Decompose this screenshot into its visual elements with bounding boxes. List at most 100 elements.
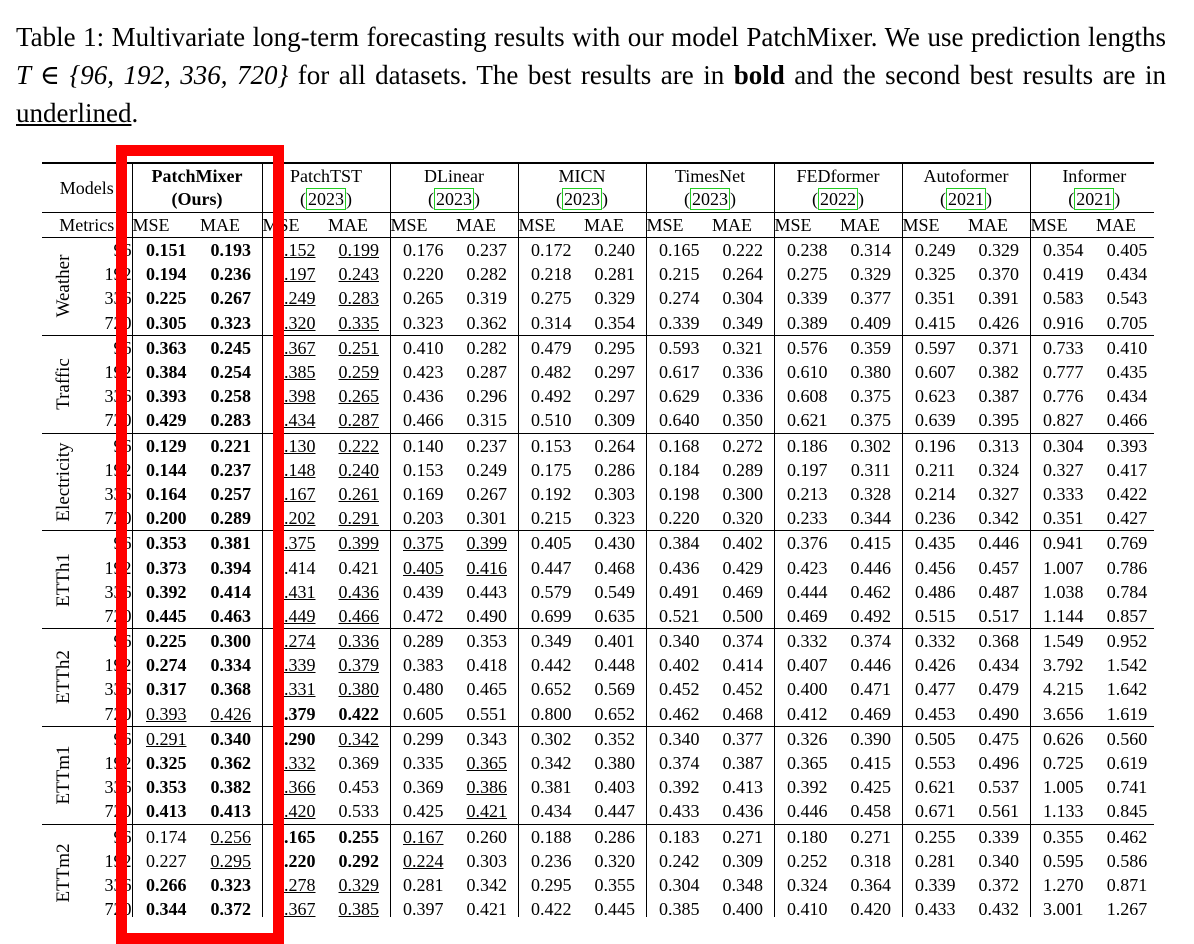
table-caption: Table 1: Multivariate long-term forecast… — [16, 18, 1166, 132]
value-cell: 0.385 — [328, 897, 390, 917]
metric-value: 0.200 — [146, 508, 187, 529]
metric-value: 0.281 — [915, 850, 956, 871]
value-cell: 0.373 — [131, 555, 200, 580]
value-cell: 0.249 — [901, 237, 969, 263]
metric-value: 0.236 — [915, 508, 956, 529]
value-cell: 0.265 — [389, 286, 456, 311]
metric-value: 0.303 — [466, 850, 508, 871]
value-cell: 0.593 — [645, 334, 712, 360]
value-cell: 0.193 — [200, 237, 262, 263]
metric-value: 0.505 — [915, 728, 956, 749]
citation-link[interactable]: 2021 — [1074, 188, 1115, 210]
metric-value: 0.607 — [915, 362, 956, 383]
metric-value: 0.249 — [466, 459, 508, 480]
citation-link[interactable]: 2023 — [562, 188, 602, 210]
value-cell: 0.129 — [131, 432, 200, 458]
metric-value: 0.430 — [594, 533, 636, 554]
value-cell: 0.245 — [200, 334, 262, 360]
citation-link[interactable]: 2023 — [306, 188, 346, 210]
metric-value: 0.415 — [850, 753, 892, 774]
metric-value: 0.321 — [722, 337, 764, 358]
metric-value: 0.871 — [1106, 874, 1148, 895]
citation-link[interactable]: 2023 — [434, 188, 474, 210]
results-table-wrapper: Models PatchMixer (Ours) PatchTST(2023) DLi… — [42, 162, 1154, 917]
metric-mse-header: MSE — [131, 212, 200, 238]
model-citation: (2023) — [684, 188, 736, 210]
value-cell: 0.323 — [389, 310, 456, 336]
metric-value: 0.332 — [275, 753, 316, 774]
value-cell: 0.255 — [328, 823, 390, 849]
value-cell: 0.318 — [840, 849, 902, 873]
metric-value: 0.339 — [978, 826, 1020, 847]
metric-value: 0.289 — [403, 631, 444, 652]
value-cell: 0.482 — [517, 359, 584, 385]
value-cell: 0.333 — [1029, 481, 1097, 507]
metric-value: 0.733 — [1043, 337, 1084, 358]
value-cell: 0.363 — [131, 334, 200, 360]
metric-value: 0.652 — [531, 679, 572, 700]
citation-link[interactable]: 2022 — [818, 188, 859, 210]
value-cell: 0.537 — [968, 775, 1030, 799]
model-name: Informer — [1062, 166, 1127, 186]
citation-link[interactable]: 2021 — [946, 188, 987, 210]
metric-value: 0.327 — [1043, 459, 1084, 480]
value-cell: 0.652 — [517, 677, 584, 702]
metric-value: 0.215 — [659, 264, 700, 285]
value-cell: 0.180 — [773, 823, 841, 849]
metric-value: 0.385 — [659, 899, 700, 917]
value-cell: 1.144 — [1029, 603, 1097, 629]
value-cell: 0.354 — [1029, 237, 1097, 263]
value-cell: 0.446 — [968, 530, 1031, 556]
value-cell: 0.433 — [901, 897, 969, 917]
value-cell: 0.434 — [261, 408, 328, 433]
value-cell: 0.215 — [645, 262, 712, 287]
metric-value: 0.237 — [466, 435, 508, 456]
metric-value: 0.315 — [466, 410, 508, 431]
value-cell: 0.371 — [968, 334, 1031, 360]
metric-value: 1.133 — [1043, 801, 1084, 822]
value-cell: 0.200 — [131, 506, 200, 531]
value-cell: 0.486 — [901, 579, 969, 604]
metric-value: 1.005 — [1043, 777, 1084, 798]
metric-value: 0.305 — [146, 312, 187, 333]
citation-link[interactable]: 2023 — [690, 188, 730, 210]
value-cell: 0.340 — [645, 628, 712, 654]
value-cell: 0.304 — [1029, 432, 1097, 458]
value-cell: 0.436 — [389, 384, 456, 409]
value-cell: 0.329 — [328, 873, 390, 897]
value-cell: 0.336 — [712, 384, 774, 408]
value-cell: 0.490 — [456, 604, 518, 629]
metric-value: 0.433 — [659, 801, 700, 822]
value-cell: 0.336 — [328, 628, 390, 654]
metric-value: 0.342 — [338, 728, 380, 749]
value-cell: 0.297 — [584, 360, 646, 384]
value-cell: 0.242 — [645, 848, 712, 873]
value-cell: 0.610 — [773, 359, 841, 385]
value-cell: 0.465 — [456, 677, 518, 701]
value-cell: 0.434 — [517, 799, 584, 824]
metric-value: 0.344 — [146, 899, 187, 917]
metric-value: 0.218 — [531, 264, 572, 285]
model-header-informer: Informer(2021) — [1029, 162, 1154, 213]
value-cell: 0.327 — [968, 482, 1030, 506]
value-cell: 0.413 — [200, 799, 262, 824]
metric-value: 0.336 — [722, 362, 764, 383]
metric-value: 0.320 — [275, 312, 316, 333]
metric-value: 0.196 — [915, 435, 956, 456]
metric-value: 0.380 — [338, 679, 380, 700]
metric-mae-header: MAE — [200, 212, 262, 238]
value-cell: 0.423 — [773, 555, 841, 580]
table-row: 336 0.266 0.323 0.278 0.329 0.281 0.342 0.295 0.… — [42, 872, 1154, 898]
metric-value: 0.245 — [210, 337, 252, 358]
value-cell: 0.300 — [200, 628, 262, 654]
metric-value: 0.385 — [275, 362, 316, 383]
metric-value: 0.393 — [146, 386, 187, 407]
metric-value: 0.379 — [338, 655, 380, 676]
metric-value: 0.384 — [659, 533, 700, 554]
metric-value: 0.453 — [338, 777, 380, 798]
metric-value: 0.340 — [978, 850, 1020, 871]
prediction-length: 720 — [104, 605, 132, 626]
value-cell: 0.597 — [901, 334, 969, 360]
value-cell: 0.264 — [712, 262, 774, 286]
value-cell: 0.871 — [1096, 873, 1154, 897]
